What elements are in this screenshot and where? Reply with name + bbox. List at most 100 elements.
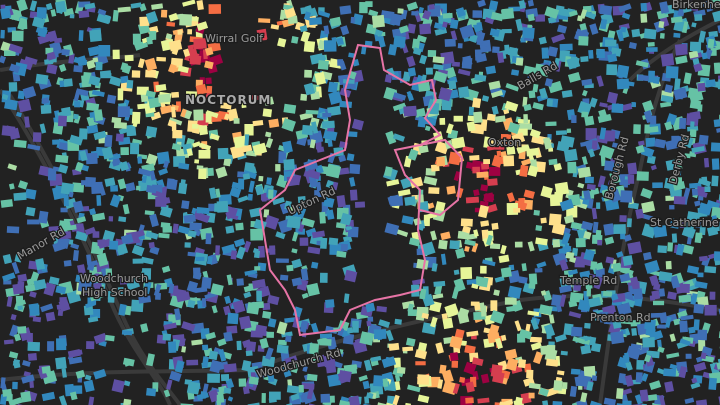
building bbox=[264, 347, 274, 360]
building bbox=[349, 177, 356, 187]
building bbox=[567, 71, 581, 83]
building bbox=[699, 225, 706, 236]
building bbox=[631, 102, 637, 108]
building bbox=[504, 44, 510, 55]
building bbox=[97, 8, 107, 16]
building bbox=[419, 23, 432, 35]
building bbox=[506, 305, 519, 313]
building bbox=[650, 164, 657, 171]
building bbox=[210, 283, 224, 296]
building bbox=[633, 124, 641, 135]
building bbox=[310, 121, 319, 134]
building bbox=[306, 386, 314, 400]
building bbox=[301, 292, 309, 299]
building bbox=[153, 283, 162, 297]
building bbox=[0, 394, 7, 405]
building bbox=[552, 239, 561, 248]
building bbox=[151, 3, 164, 10]
building bbox=[27, 341, 40, 352]
building bbox=[146, 184, 157, 194]
building bbox=[0, 29, 5, 39]
building bbox=[309, 17, 322, 26]
building bbox=[78, 30, 84, 42]
road bbox=[249, 293, 720, 372]
building bbox=[86, 341, 95, 350]
building bbox=[338, 369, 352, 383]
building bbox=[513, 207, 521, 213]
building bbox=[202, 344, 209, 351]
building bbox=[63, 78, 73, 87]
building bbox=[523, 114, 529, 124]
building bbox=[24, 116, 30, 128]
building bbox=[215, 245, 220, 256]
building bbox=[118, 216, 127, 223]
building bbox=[215, 166, 228, 179]
building bbox=[713, 118, 720, 128]
building bbox=[93, 281, 104, 294]
building bbox=[267, 294, 280, 306]
building bbox=[498, 401, 511, 405]
building bbox=[423, 176, 438, 186]
building bbox=[555, 130, 568, 136]
building bbox=[590, 261, 598, 271]
building bbox=[181, 346, 187, 353]
building bbox=[55, 154, 69, 164]
building bbox=[2, 253, 13, 265]
building bbox=[665, 65, 679, 79]
building bbox=[642, 337, 655, 348]
building bbox=[304, 69, 312, 78]
building bbox=[556, 24, 568, 34]
building bbox=[15, 295, 24, 304]
building bbox=[485, 65, 497, 75]
building bbox=[115, 243, 129, 256]
building bbox=[226, 325, 238, 334]
building bbox=[515, 18, 524, 32]
building bbox=[522, 27, 535, 39]
building bbox=[604, 130, 616, 142]
building bbox=[81, 180, 88, 186]
building bbox=[48, 276, 60, 286]
building bbox=[404, 196, 416, 206]
building bbox=[78, 128, 88, 140]
building bbox=[484, 17, 495, 25]
building bbox=[471, 242, 479, 253]
building bbox=[527, 13, 535, 22]
building bbox=[665, 316, 672, 328]
building bbox=[583, 365, 596, 378]
place-label: Birkenhe bbox=[672, 0, 720, 11]
building bbox=[558, 246, 572, 254]
building bbox=[403, 105, 417, 117]
building bbox=[691, 188, 698, 196]
building bbox=[145, 69, 156, 78]
building bbox=[125, 124, 137, 137]
building bbox=[109, 240, 119, 250]
building bbox=[609, 171, 621, 184]
building bbox=[491, 222, 499, 230]
building bbox=[125, 276, 141, 291]
building bbox=[306, 373, 318, 382]
building bbox=[433, 280, 446, 287]
building bbox=[599, 127, 607, 140]
building bbox=[84, 226, 96, 236]
building bbox=[567, 161, 577, 174]
building bbox=[98, 45, 111, 57]
building bbox=[268, 118, 280, 129]
building bbox=[591, 140, 598, 150]
building bbox=[16, 0, 28, 12]
building bbox=[148, 97, 162, 109]
building bbox=[611, 103, 624, 114]
building bbox=[73, 56, 88, 66]
building bbox=[415, 361, 426, 366]
building bbox=[41, 97, 50, 105]
building bbox=[476, 31, 486, 44]
building bbox=[251, 95, 265, 101]
building bbox=[349, 189, 358, 201]
building bbox=[480, 373, 490, 384]
building bbox=[712, 10, 720, 23]
building bbox=[321, 120, 335, 129]
building bbox=[541, 47, 550, 59]
building bbox=[241, 144, 253, 153]
building bbox=[577, 182, 585, 189]
building bbox=[453, 170, 461, 182]
building bbox=[532, 83, 539, 93]
